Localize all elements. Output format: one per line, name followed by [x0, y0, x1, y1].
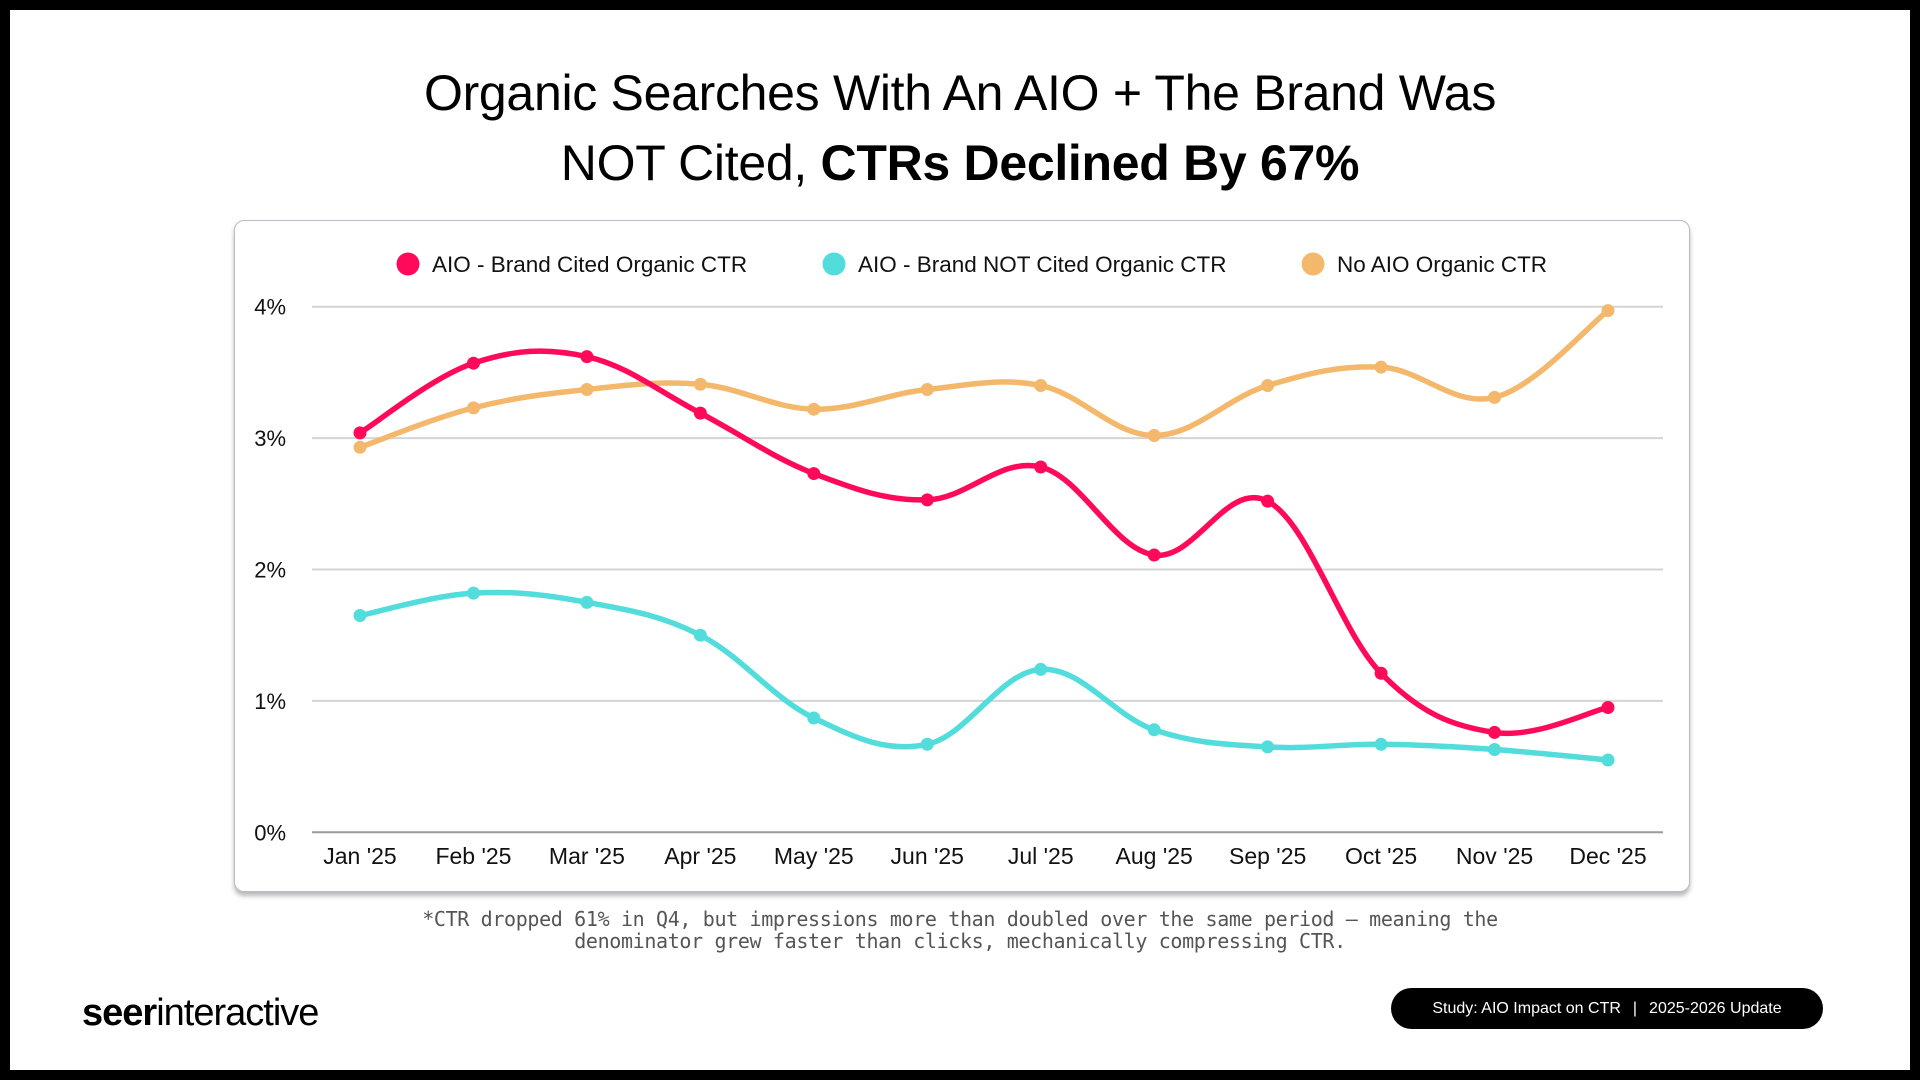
data-point[interactable] [807, 402, 821, 416]
data-point[interactable] [807, 711, 821, 725]
seer-interactive-logo: seerinteractive [82, 990, 319, 1036]
data-point[interactable] [1034, 460, 1048, 474]
data-point[interactable] [920, 382, 934, 396]
data-point[interactable] [1147, 548, 1161, 562]
x-tick-label: Dec '25 [1569, 843, 1646, 869]
data-point[interactable] [353, 440, 367, 454]
y-tick-label: 3% [254, 426, 286, 451]
data-point[interactable] [1488, 390, 1502, 404]
data-point[interactable] [1601, 753, 1615, 767]
x-tick-label: Jul '25 [1008, 843, 1074, 869]
data-point[interactable] [353, 426, 367, 440]
series-aio-brand-not-cited-organic-ctr [353, 586, 1615, 767]
data-point[interactable] [1374, 737, 1388, 751]
data-point[interactable] [1147, 723, 1161, 737]
data-point[interactable] [1488, 725, 1502, 739]
logo-interactive: interactive [156, 992, 319, 1034]
legend-item-aio-brand-cited-organic-ctr[interactable]: AIO - Brand Cited Organic CTR [396, 252, 748, 277]
data-point[interactable] [693, 377, 707, 391]
legend-label: No AIO Organic CTR [1337, 252, 1547, 277]
title-line-2-regular: NOT Cited, [560, 135, 807, 191]
data-point[interactable] [1147, 428, 1161, 442]
data-point[interactable] [1374, 666, 1388, 680]
page-title: Organic Searches With An AIO + The Brand… [0, 58, 1920, 198]
footnote: *CTR dropped 61% in Q4, but impressions … [0, 908, 1920, 952]
data-point[interactable] [466, 401, 480, 415]
x-tick-label: Oct '25 [1345, 843, 1417, 869]
data-point[interactable] [1261, 379, 1275, 393]
x-tick-label: Aug '25 [1116, 843, 1193, 869]
logo-seer: seer [82, 992, 157, 1034]
legend-marker-icon [396, 252, 420, 276]
x-tick-label: Mar '25 [549, 843, 625, 869]
y-tick-label: 4% [254, 295, 286, 320]
y-tick-label: 1% [254, 689, 286, 714]
x-tick-label: Sep '25 [1229, 843, 1306, 869]
data-point[interactable] [693, 406, 707, 420]
series-line [357, 348, 1611, 737]
data-point[interactable] [1374, 360, 1388, 374]
legend-label: AIO - Brand Cited Organic CTR [432, 252, 747, 277]
gridlines [312, 305, 1663, 834]
badge-study-label: Study: AIO Impact on CTR [1432, 999, 1621, 1017]
x-tick-label: Jan '25 [323, 843, 396, 869]
study-badge: Study: AIO Impact on CTR | 2025-2026 Updat… [1391, 988, 1823, 1029]
footnote-line-2: denominator grew faster than clicks, mec… [574, 929, 1346, 953]
data-point[interactable] [1601, 700, 1615, 714]
title-line-2: NOT Cited, CTRs Declined By 67% [0, 128, 1920, 198]
x-tick-label: May '25 [774, 843, 854, 869]
chart-legend: AIO - Brand Cited Organic CTR AIO - Brand… [396, 252, 1548, 277]
y-tick-label: 0% [254, 820, 286, 845]
legend-marker-icon [1301, 252, 1325, 276]
x-tick-label: Feb '25 [435, 843, 511, 869]
legend-item-no-aio-organic-ctr[interactable]: No AIO Organic CTR [1301, 252, 1548, 277]
legend-item-aio-brand-not-cited-organic-ctr[interactable]: AIO - Brand NOT Cited Organic CTR [822, 252, 1227, 277]
legend-label: AIO - Brand NOT Cited Organic CTR [858, 252, 1226, 277]
series-lines [353, 304, 1615, 767]
y-axis-ticks: 0% 1% 2% 3% 4% [254, 295, 286, 846]
x-tick-label: Jun '25 [891, 843, 964, 869]
data-point[interactable] [580, 350, 594, 364]
data-point[interactable] [1261, 740, 1275, 754]
x-tick-label: Nov '25 [1456, 843, 1533, 869]
data-point[interactable] [920, 737, 934, 751]
series-no-aio-organic-ctr [353, 304, 1615, 454]
series-line [357, 589, 1611, 763]
data-point[interactable] [920, 493, 934, 507]
x-tick-label: Apr '25 [664, 843, 736, 869]
data-point[interactable] [580, 595, 594, 609]
badge-separator: | [1632, 999, 1638, 1017]
chart-card [234, 220, 1690, 892]
data-point[interactable] [1488, 743, 1502, 757]
data-point[interactable] [466, 586, 480, 600]
data-point[interactable] [466, 356, 480, 370]
data-point[interactable] [1034, 379, 1048, 393]
badge-update-label: 2025-2026 Update [1649, 999, 1782, 1017]
footnote-line-1: *CTR dropped 61% in Q4, but impressions … [422, 907, 1498, 931]
data-point[interactable] [580, 382, 594, 396]
legend-marker-icon [822, 252, 846, 276]
data-point[interactable] [1601, 304, 1615, 318]
series-line [357, 307, 1611, 451]
title-line-2-bold: CTRs Declined By 67% [820, 135, 1360, 191]
x-axis-ticks: Jan '25 Feb '25 Mar '25 Apr '25 May '25 Jun '… [323, 843, 1646, 869]
y-tick-label: 2% [254, 558, 286, 583]
series-aio-brand-cited-organic-ctr [353, 348, 1615, 739]
data-point[interactable] [693, 628, 707, 642]
title-line-1: Organic Searches With An AIO + The Brand… [423, 65, 1497, 121]
data-point[interactable] [1261, 494, 1275, 508]
data-point[interactable] [807, 467, 821, 481]
data-point[interactable] [353, 608, 367, 622]
data-point[interactable] [1034, 662, 1048, 676]
